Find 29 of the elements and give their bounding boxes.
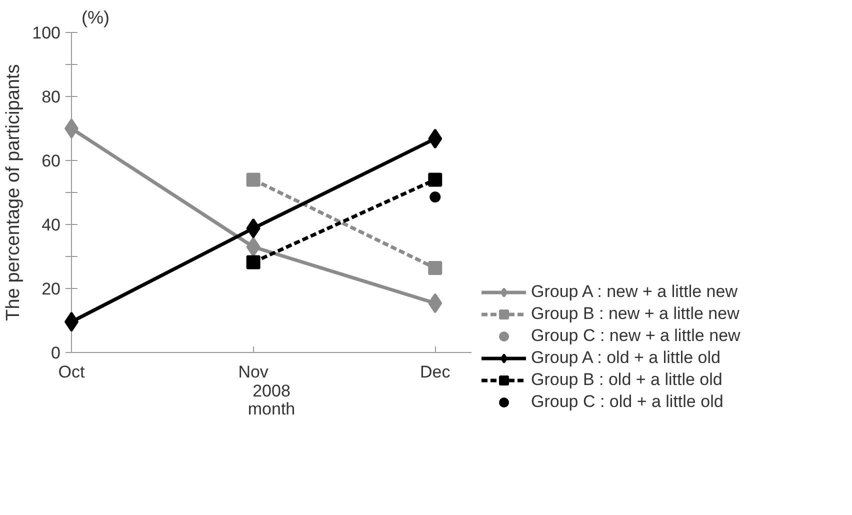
y-tick-label: 80 <box>42 88 61 106</box>
point <box>64 118 78 138</box>
x-axis-title: month <box>248 400 296 418</box>
y-tick-label: 40 <box>42 216 61 234</box>
legend-label: Group C : old + a little old <box>531 392 724 412</box>
point <box>246 236 260 257</box>
legend-label: Group A : new + a little new <box>531 282 738 302</box>
x-tick-label: Nov <box>238 362 269 382</box>
text: (%) <box>82 8 110 28</box>
point <box>430 191 441 202</box>
y-axis-title: The percentage of participants <box>3 64 24 321</box>
point <box>246 255 260 270</box>
x-tick-label: Oct <box>58 362 85 382</box>
point <box>246 172 260 187</box>
text: 2008 <box>252 382 290 400</box>
legend-label: Group B : new + a little new <box>531 304 740 324</box>
x-tick-label: Dec <box>420 362 451 382</box>
legend-label: Group B : old + a little old <box>531 370 722 390</box>
legend-label: Group C : new + a little new <box>531 326 740 346</box>
point <box>428 261 442 276</box>
y-tick-label: 60 <box>42 152 61 170</box>
point <box>246 218 260 238</box>
y-tick-label: 20 <box>42 280 61 298</box>
point <box>428 128 442 149</box>
y-tick-label: 100 <box>32 24 61 42</box>
point <box>428 172 442 187</box>
legend-label: Group A : old + a little old <box>531 348 720 368</box>
y-tick-label: 0 <box>51 344 61 362</box>
point <box>428 293 442 314</box>
